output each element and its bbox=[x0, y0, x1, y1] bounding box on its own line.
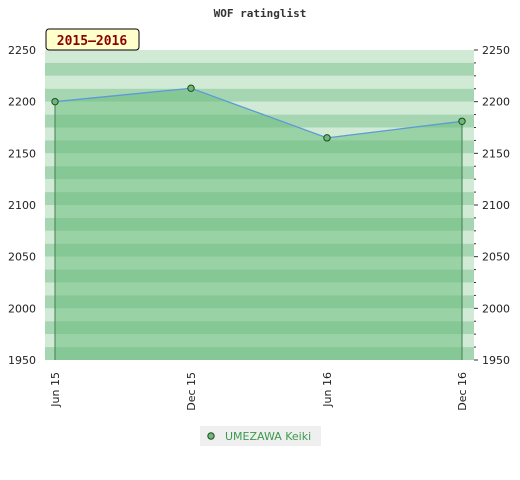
x-axis: Jun 15 Dec 15 Jun 16 Dec 16 bbox=[49, 372, 469, 411]
grid-band bbox=[45, 50, 474, 63]
y-axis-right-ticks bbox=[474, 49, 478, 361]
legend-series-name: UMEZAWA Keiki bbox=[225, 430, 311, 443]
series-area bbox=[55, 88, 462, 360]
y-tick-label-left: 2200 bbox=[8, 96, 36, 109]
data-points bbox=[51, 84, 466, 142]
y-tick-label-left: 2250 bbox=[8, 44, 36, 57]
y-tick-label-right: 2150 bbox=[482, 147, 510, 160]
grid-band bbox=[45, 75, 474, 89]
y-tick-label-right: 1950 bbox=[482, 354, 510, 367]
period-badge: 2015–2016 bbox=[45, 28, 140, 51]
y-axis-left: 1950 2000 2050 2100 2150 2200 2250 bbox=[8, 44, 36, 367]
data-point bbox=[51, 97, 59, 106]
x-tick-label: Dec 16 bbox=[456, 372, 469, 411]
y-tick-label-left: 2050 bbox=[8, 251, 36, 264]
legend[interactable]: UMEZAWA Keiki bbox=[200, 426, 321, 446]
series-line bbox=[54, 87, 463, 139]
y-tick-label-left: 2000 bbox=[8, 302, 36, 315]
plot-area bbox=[45, 50, 474, 360]
legend-marker bbox=[207, 432, 215, 440]
drop-lines bbox=[54, 101, 463, 360]
data-point bbox=[323, 134, 331, 142]
period-label: 2015–2016 bbox=[57, 34, 128, 49]
data-point bbox=[187, 84, 195, 92]
x-tick-label: Jun 15 bbox=[49, 372, 62, 408]
x-tick-label: Jun 16 bbox=[321, 372, 334, 408]
data-point bbox=[458, 117, 466, 126]
y-tick-label-right: 2250 bbox=[482, 44, 510, 57]
y-tick-label-left: 2150 bbox=[8, 147, 36, 160]
x-tick-label: Dec 15 bbox=[185, 372, 198, 411]
y-tick-label-right: 2050 bbox=[482, 251, 510, 264]
y-tick-label-left: 1950 bbox=[8, 354, 36, 367]
y-tick-label-right: 2200 bbox=[482, 96, 510, 109]
period-badge-box bbox=[45, 28, 140, 51]
grid-band bbox=[45, 62, 474, 76]
chart-title: WOF ratinglist bbox=[214, 7, 307, 20]
y-tick-label-left: 2100 bbox=[8, 199, 36, 212]
y-tick-label-right: 2000 bbox=[482, 302, 510, 315]
legend-box bbox=[200, 426, 321, 446]
y-tick-label-right: 2100 bbox=[482, 199, 510, 212]
y-axis-right: 1950 2000 2050 2100 2150 2200 2250 bbox=[482, 44, 510, 367]
